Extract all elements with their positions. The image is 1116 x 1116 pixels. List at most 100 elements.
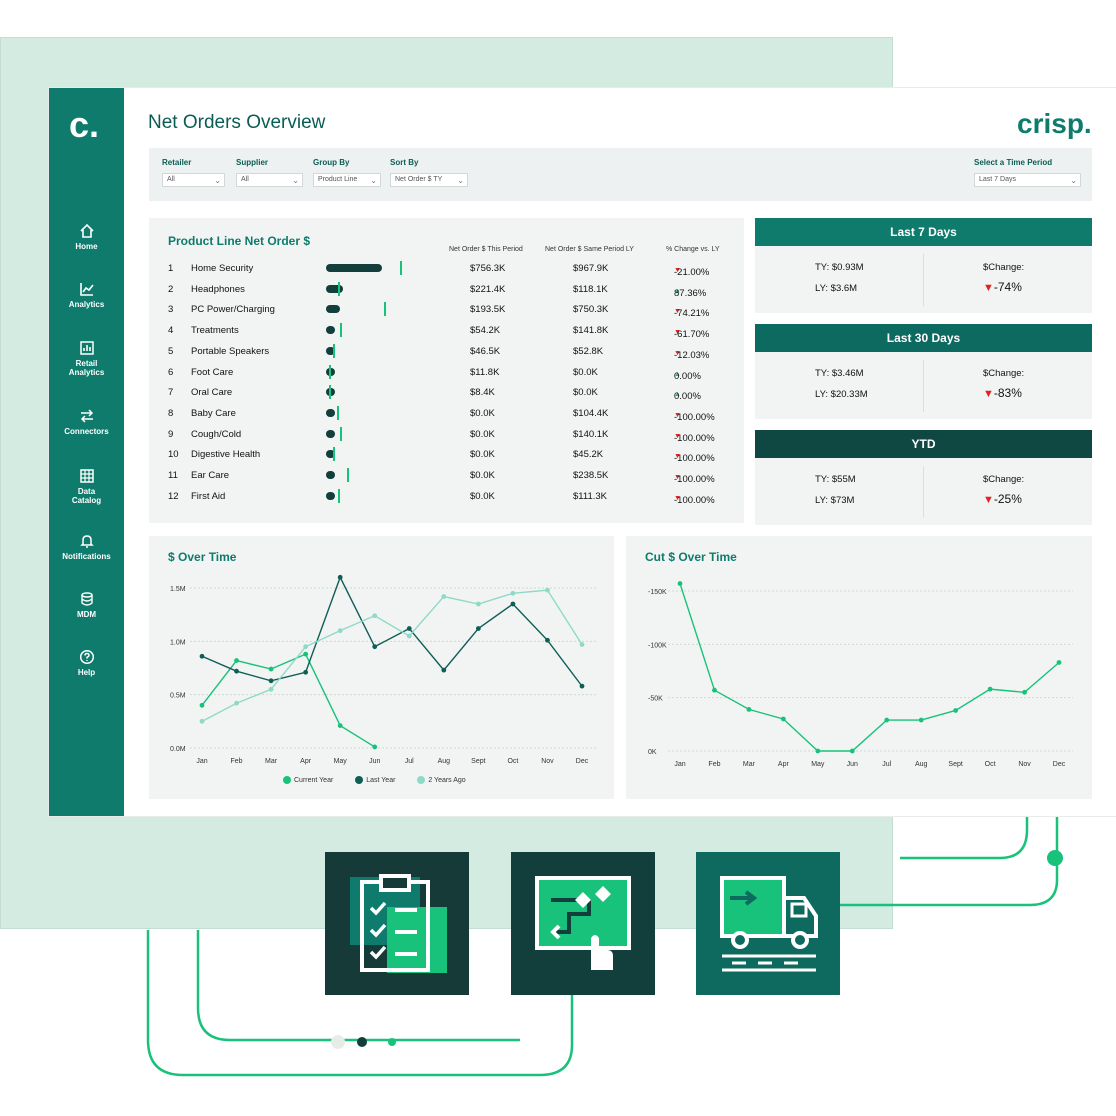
x-tick-label: Jun bbox=[369, 758, 380, 765]
data-point[interactable] bbox=[545, 587, 550, 593]
sidebar-item-data-catalog[interactable]: Data Catalog bbox=[49, 468, 124, 505]
ly-marker bbox=[329, 385, 331, 400]
sidebar-item-mdm[interactable]: MDM bbox=[49, 591, 124, 619]
data-point[interactable] bbox=[579, 683, 585, 689]
table-row[interactable]: 1 Home Security $756.3K $967.9K ▼ -21.00% bbox=[149, 259, 744, 279]
divider bbox=[923, 254, 924, 306]
retailer-select[interactable]: All ⌄ bbox=[162, 173, 225, 187]
data-point[interactable] bbox=[337, 628, 343, 634]
ly-value: $750.3K bbox=[573, 304, 609, 316]
sidebar-item-connectors[interactable]: Connectors bbox=[49, 408, 124, 436]
table-row[interactable]: 9 Cough/Cold $0.0K $140.1K ▼ -100.00% bbox=[149, 425, 744, 445]
x-tick-label: Nov bbox=[541, 758, 554, 765]
data-point[interactable] bbox=[1056, 660, 1062, 665]
series-line bbox=[679, 583, 1060, 752]
data-point[interactable] bbox=[677, 581, 683, 586]
divider bbox=[923, 466, 924, 518]
data-point[interactable] bbox=[303, 651, 309, 657]
ty-value: $756.3K bbox=[470, 263, 506, 274]
data-point[interactable] bbox=[303, 644, 309, 650]
data-point[interactable] bbox=[579, 642, 585, 647]
kpi-title: Last 30 Days bbox=[755, 324, 1092, 352]
sidebar-item-home[interactable]: Home bbox=[49, 223, 124, 251]
select-value: Net Order $ TY bbox=[395, 176, 443, 183]
data-point[interactable] bbox=[849, 748, 855, 754]
x-tick-label: Apr bbox=[300, 758, 312, 765]
table-row[interactable]: 6 Foot Care $11.8K $0.0K ▲ 0.00% bbox=[149, 363, 744, 383]
data-point[interactable] bbox=[372, 644, 378, 650]
card-title: Product Line Net Order $ bbox=[168, 234, 311, 248]
row-number: 9 bbox=[168, 428, 174, 440]
sidebar-item-retail-analytics[interactable]: Retail Analytics bbox=[49, 340, 124, 377]
data-point[interactable] bbox=[441, 594, 447, 599]
data-point[interactable] bbox=[234, 668, 239, 674]
sort-by-select[interactable]: Net Order $ TY ⌄ bbox=[390, 173, 468, 187]
table-row[interactable]: 8 Baby Care $0.0K $104.4K ▼ -100.00% bbox=[149, 404, 744, 424]
ly-marker bbox=[332, 343, 335, 358]
table-row[interactable]: 4 Treatments $54.2K $141.8K ▼ -61.70% bbox=[149, 321, 744, 341]
kpi-title: Last 7 Days bbox=[755, 218, 1092, 246]
row-number: 11 bbox=[168, 470, 178, 481]
kpi-change-label: $Change: bbox=[983, 262, 1025, 273]
data-point[interactable] bbox=[1022, 689, 1027, 695]
data-point[interactable] bbox=[884, 717, 890, 723]
table-row[interactable]: 3 PC Power/Charging $193.5K $750.3K ▼ -74.21% bbox=[149, 300, 744, 320]
sidebar-item-label: Notifications bbox=[62, 552, 111, 561]
data-point[interactable] bbox=[268, 686, 274, 692]
data-point[interactable] bbox=[234, 700, 239, 706]
row-number: 10 bbox=[168, 449, 179, 461]
ty-bar bbox=[326, 450, 335, 459]
kpi-change-value: -25% bbox=[993, 492, 1022, 506]
table-row[interactable]: 5 Portable Speakers $46.5K $52.8K ▼ -12.03% bbox=[149, 342, 744, 362]
data-point[interactable] bbox=[406, 633, 412, 639]
legend-label: 2 Years Ago bbox=[428, 776, 466, 784]
supplier-select[interactable]: All ⌄ bbox=[236, 173, 303, 187]
data-point[interactable] bbox=[475, 601, 481, 607]
x-tick-label: Aug bbox=[438, 758, 451, 765]
product-name: PC Power/Charging bbox=[191, 304, 275, 316]
data-point[interactable] bbox=[987, 686, 993, 692]
group-by-select[interactable]: Product Line ⌄ bbox=[313, 173, 381, 187]
sidebar-item-analytics[interactable]: Analytics bbox=[49, 281, 124, 309]
data-point[interactable] bbox=[337, 574, 343, 580]
row-number: 8 bbox=[168, 407, 174, 419]
table-row[interactable]: 2 Headphones $221.4K $118.1K ▲ 87.36% bbox=[149, 280, 744, 300]
data-point[interactable] bbox=[712, 687, 717, 693]
data-point[interactable] bbox=[780, 716, 786, 722]
data-point[interactable] bbox=[268, 678, 274, 684]
data-point[interactable] bbox=[510, 590, 516, 596]
table-row[interactable]: 10 Digestive Health $0.0K $45.2K ▼ -100.00% bbox=[149, 445, 744, 465]
column-header-ly: Net Order $ Same Period LY bbox=[545, 246, 634, 253]
data-point[interactable] bbox=[199, 653, 205, 659]
data-point[interactable] bbox=[303, 669, 309, 675]
row-number: 12 bbox=[168, 490, 179, 502]
table-row[interactable]: 7 Oral Care $8.4K $0.0K ▲ 0.00% bbox=[149, 383, 744, 403]
data-point[interactable] bbox=[406, 626, 412, 631]
data-point[interactable] bbox=[441, 667, 447, 673]
app-logo[interactable]: c. bbox=[69, 104, 100, 145]
data-point[interactable] bbox=[268, 666, 274, 672]
data-point[interactable] bbox=[815, 748, 821, 754]
data-point[interactable] bbox=[918, 717, 924, 723]
table-row[interactable]: 11 Ear Care $0.0K $238.5K ▼ -100.00% bbox=[149, 466, 744, 486]
data-point[interactable] bbox=[234, 658, 239, 663]
data-point[interactable] bbox=[475, 626, 481, 631]
clipboard-tile bbox=[325, 852, 469, 995]
data-point[interactable] bbox=[372, 613, 378, 619]
table-row[interactable]: 12 First Aid $0.0K $111.3K ▼ -100.00% bbox=[149, 487, 744, 507]
sidebar-item-notifications[interactable]: Notifications bbox=[49, 533, 124, 561]
data-point[interactable] bbox=[199, 718, 205, 724]
data-point[interactable] bbox=[372, 744, 378, 750]
data-point[interactable] bbox=[545, 637, 550, 643]
kpi-change-label: $Change: bbox=[983, 474, 1025, 485]
data-point[interactable] bbox=[510, 601, 516, 607]
kpi-ly: LY: $20.33M bbox=[815, 389, 868, 400]
data-point[interactable] bbox=[199, 702, 205, 708]
chart-icon bbox=[79, 283, 94, 296]
data-point[interactable] bbox=[953, 708, 959, 713]
sidebar-item-help[interactable]: Help bbox=[49, 649, 124, 677]
data-point[interactable] bbox=[337, 723, 343, 728]
ty-value: $221.4K bbox=[470, 283, 506, 295]
data-point[interactable] bbox=[746, 707, 752, 712]
time-period-select[interactable]: Last 7 Days ⌄ bbox=[974, 173, 1081, 187]
